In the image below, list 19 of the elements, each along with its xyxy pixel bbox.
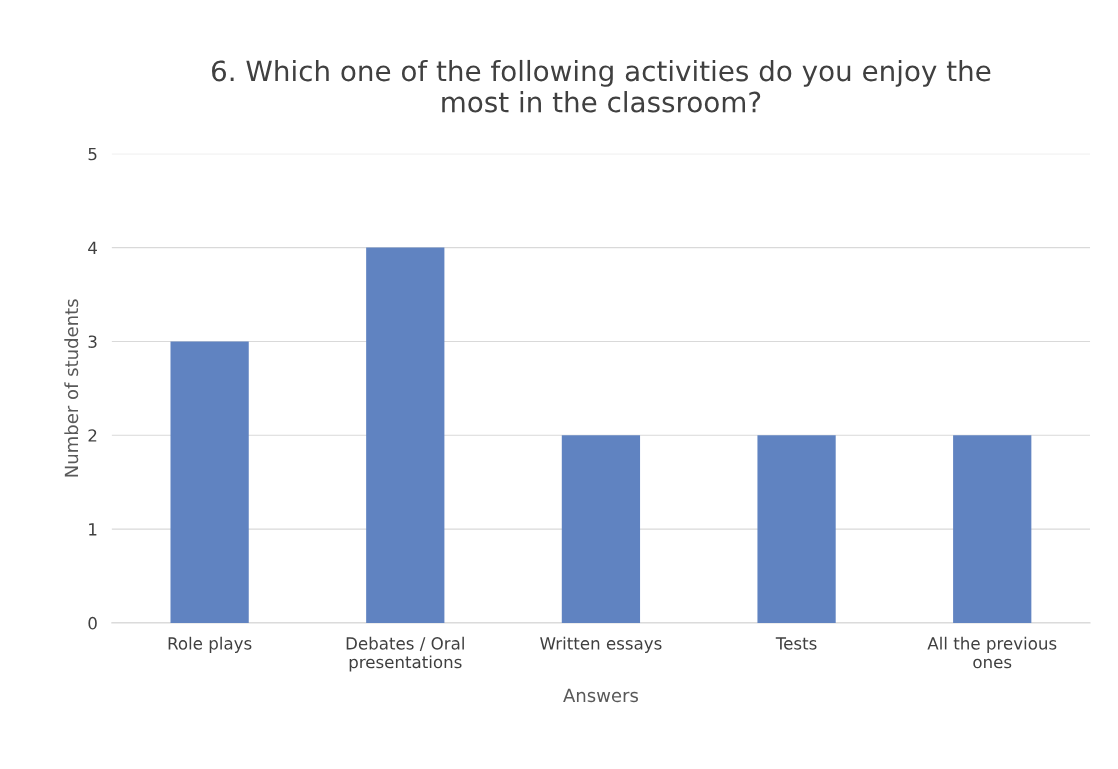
x-tick-label: Debates / Oral presentations [346,636,464,672]
x-tick-label: Tests [775,637,817,650]
y-tick-label: 2 [88,429,97,442]
x-axis-title: Answers [563,688,638,703]
bar [561,435,641,623]
bar [170,341,249,623]
x-tick-label: Written essays [540,636,662,653]
y-tick-label: 4 [88,241,97,254]
y-tick-label: 1 [89,523,97,536]
y-tick-label: 0 [88,616,97,630]
y-tick-label: 3 [88,335,97,349]
y-tick-label: 5 [88,147,97,161]
bar [757,435,836,623]
y-axis-title: Number of students [64,299,79,477]
bar [953,435,1032,623]
x-tick-label: All the previous ones [927,636,1057,669]
x-tick-label: Role plays [168,636,252,653]
bar [366,247,445,623]
chart-title: 6. Which one of the following activities do you enjoy the most in the classroom? [212,59,991,113]
